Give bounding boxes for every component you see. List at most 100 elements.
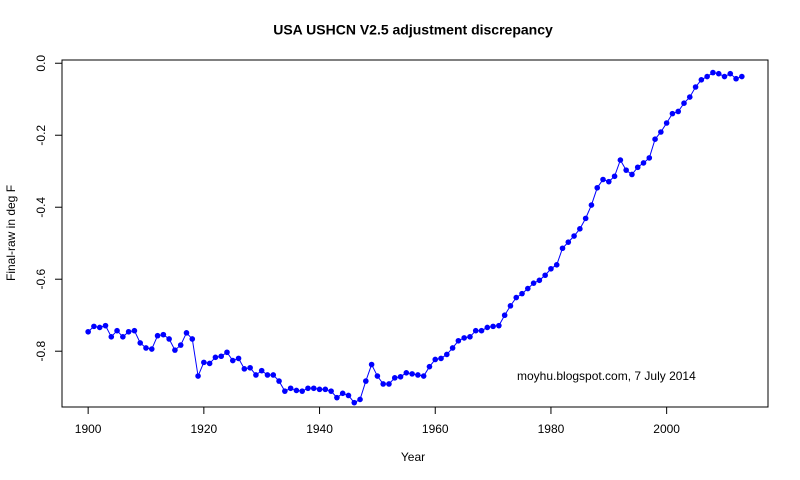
data-point — [108, 334, 115, 340]
data-point — [114, 327, 120, 334]
data-point — [177, 342, 184, 348]
data-point — [299, 388, 305, 394]
data-point — [548, 265, 554, 272]
data-point — [698, 76, 705, 83]
y-tick-label: -0.8 — [34, 341, 48, 362]
data-point — [640, 160, 647, 166]
data-point — [438, 355, 444, 362]
y-axis-label: Final-raw in deg F — [4, 185, 18, 281]
data-point — [600, 176, 606, 183]
data-point — [490, 323, 496, 330]
data-point — [154, 332, 161, 339]
data-point — [484, 324, 491, 331]
plot-box — [61, 59, 769, 408]
data-point — [357, 396, 363, 403]
data-point — [623, 167, 629, 173]
x-tick-label: 1940 — [306, 422, 333, 436]
data-point — [339, 390, 346, 397]
data-point — [669, 110, 676, 117]
data-point — [270, 372, 277, 378]
data-point — [634, 164, 641, 171]
data-point — [120, 334, 126, 340]
x-axis-label: Year — [401, 450, 425, 464]
data-point — [536, 277, 543, 284]
data-point — [715, 70, 722, 77]
data-point — [276, 378, 282, 384]
data-point — [704, 73, 710, 80]
data-point — [143, 345, 149, 351]
data-point — [594, 184, 601, 191]
data-point — [91, 323, 97, 330]
data-point — [345, 392, 352, 399]
data-point — [363, 378, 369, 384]
data-point — [525, 285, 531, 292]
y-tick-label: -0.4 — [34, 197, 48, 218]
data-point — [565, 239, 572, 245]
data-point — [519, 290, 525, 297]
data-point — [235, 355, 242, 362]
data-point — [472, 327, 479, 334]
data-point — [675, 108, 682, 115]
data-point — [189, 336, 196, 342]
data-point — [328, 388, 334, 394]
data-point — [351, 399, 358, 406]
data-point — [478, 327, 485, 334]
x-tick-label: 1980 — [538, 422, 565, 436]
data-point — [85, 328, 91, 335]
data-point — [218, 353, 225, 360]
data-point — [247, 364, 253, 371]
data-point — [530, 280, 537, 286]
data-point — [652, 136, 658, 142]
data-point — [322, 386, 329, 393]
data-point — [658, 129, 664, 135]
data-point — [282, 388, 288, 394]
data-point — [368, 361, 375, 368]
data-point — [629, 171, 635, 178]
data-point — [739, 73, 745, 80]
data-point — [305, 385, 311, 392]
x-tick-label: 1960 — [422, 422, 449, 436]
x-tick-label: 1900 — [75, 422, 102, 436]
data-point — [137, 340, 144, 346]
data-point — [681, 100, 687, 106]
data-point — [605, 178, 612, 185]
data-point — [166, 336, 172, 342]
data-point — [397, 373, 404, 380]
data-point — [721, 73, 728, 80]
data-point — [727, 70, 734, 77]
data-point — [125, 328, 132, 335]
data-point — [496, 322, 502, 329]
data-point — [160, 331, 167, 338]
data-line — [87, 72, 743, 404]
data-point — [513, 294, 520, 301]
data-point — [577, 226, 583, 232]
data-point — [467, 334, 473, 340]
data-point — [553, 262, 560, 268]
data-point — [449, 345, 456, 351]
x-tick-label: 2000 — [653, 422, 680, 436]
data-point — [501, 312, 508, 319]
data-point — [241, 366, 248, 372]
data-point — [663, 120, 670, 126]
data-point — [692, 84, 699, 90]
annotation: moyhu.blogspot.com, 7 July 2014 — [517, 369, 696, 383]
data-point — [380, 381, 386, 387]
data-point — [415, 372, 421, 378]
data-point — [310, 385, 317, 392]
data-point — [403, 370, 410, 376]
data-point — [206, 360, 213, 367]
data-point — [224, 349, 230, 356]
data-point — [148, 346, 155, 352]
data-point — [229, 357, 236, 364]
data-point — [195, 373, 201, 379]
data-point — [386, 381, 392, 387]
y-tick-label: 0.0 — [34, 55, 48, 72]
y-tick-label: -0.6 — [34, 269, 48, 290]
data-point — [172, 347, 178, 353]
data-point — [316, 386, 323, 393]
data-point — [444, 351, 450, 358]
data-point — [293, 387, 300, 394]
data-point — [334, 394, 340, 401]
data-point — [461, 335, 467, 341]
